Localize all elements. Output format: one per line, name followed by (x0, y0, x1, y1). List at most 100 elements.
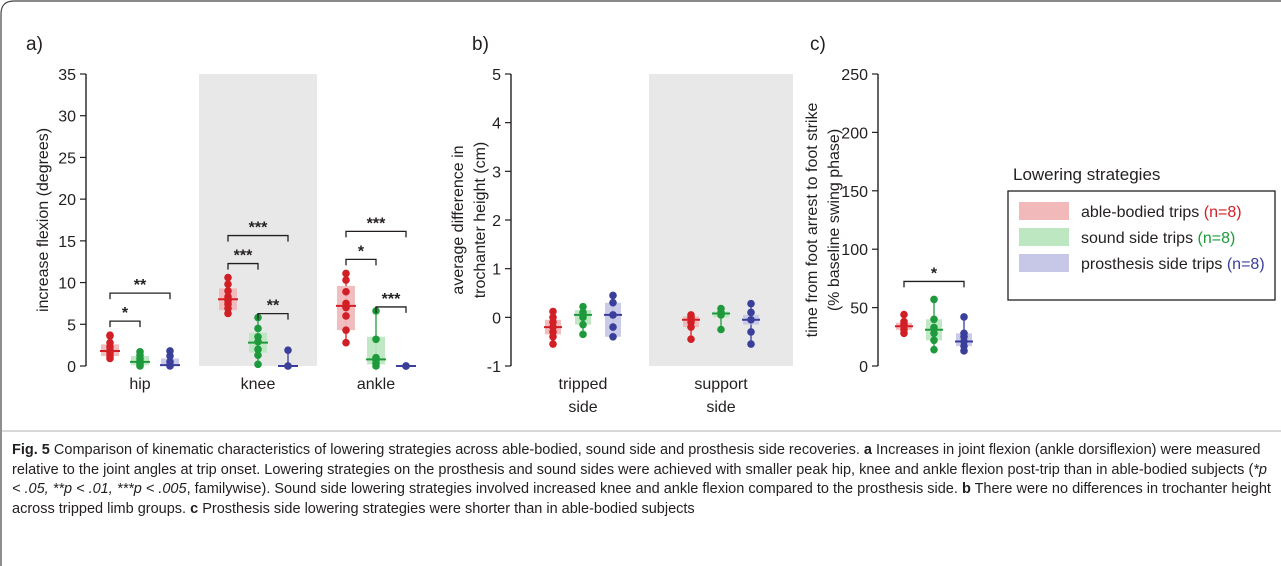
y-axis-label: time from foot arrest to foot strike (804, 103, 821, 338)
data-point (549, 307, 557, 316)
caption-intro: Comparison of kinematic characteristics … (49, 442, 864, 458)
data-point (254, 351, 262, 359)
data-point (342, 326, 350, 334)
y-tick-label: 25 (58, 150, 76, 167)
legend-title: Lowering strategies (1013, 165, 1160, 184)
data-point (106, 331, 114, 339)
y-tick-label: 200 (841, 125, 868, 142)
data-point (687, 335, 695, 344)
legend-swatch-able (1019, 202, 1069, 220)
data-point (549, 313, 557, 322)
significance-label: ** (267, 298, 280, 315)
significance-bracket (109, 320, 141, 328)
data-point (254, 333, 262, 341)
data-point (747, 340, 755, 348)
data-point (930, 295, 938, 304)
significance-bracket (375, 306, 407, 313)
data-point (747, 299, 755, 308)
y-axis-label-2: trochanter height (cm) (472, 142, 489, 299)
legend-label-sound: sound side trips (n=8) (1081, 230, 1235, 247)
significance-label: * (122, 305, 129, 322)
data-point (579, 330, 587, 339)
data-point (166, 358, 174, 366)
panel-label: a) (26, 34, 43, 55)
caption-b-text: There were no differences in trochanter … (12, 481, 1271, 517)
legend-n-able: (n=8) (1204, 204, 1242, 221)
data-point (687, 311, 695, 319)
data-point (166, 347, 174, 355)
data-point (342, 269, 350, 278)
y-tick-label: 3 (492, 164, 501, 181)
legend-swatch-prosthesis (1019, 254, 1069, 272)
significance-bracket (109, 292, 171, 300)
caption-b-label: b (961, 481, 971, 497)
data-point (106, 338, 114, 347)
y-tick-label: 100 (841, 242, 868, 259)
charts-layer: 0 5 10 15 20 25 30 35 a) increase flexion (degree… (26, 34, 1276, 416)
significance-label: *** (382, 291, 401, 308)
data-point (254, 360, 262, 369)
y-tick-label: 0 (67, 359, 76, 376)
category-label-2: side (706, 399, 735, 416)
y-tick-label: 250 (841, 67, 868, 84)
y-tick-label: 30 (58, 109, 76, 126)
data-point (136, 348, 144, 356)
caption-c-label: c (190, 500, 199, 517)
data-point (609, 291, 617, 300)
data-point (372, 335, 380, 344)
iqr-box (605, 302, 621, 337)
y-tick-label: 50 (850, 301, 868, 318)
significance-label: * (358, 243, 365, 260)
y-tick-label: 20 (58, 192, 76, 209)
y-tick-label: 2 (492, 213, 501, 230)
y-tick-label: 5 (492, 67, 501, 84)
data-point (747, 308, 755, 317)
data-point (609, 333, 617, 341)
figure-caption: Fig. 5 Comparison of kinematic character… (12, 441, 1274, 519)
significance-label: * (931, 265, 938, 282)
significance-label: *** (249, 220, 268, 237)
caption-p3: ***p < .005 (116, 481, 187, 497)
significance-label: *** (234, 248, 253, 265)
legend-box (1007, 190, 1276, 301)
caption-c-text: Prosthesis side lowering strategies were… (198, 500, 695, 517)
y-tick-label: 1 (492, 262, 501, 279)
y-axis-label: increase flexion (degrees) (35, 128, 52, 312)
data-point (342, 287, 350, 296)
data-point (930, 329, 938, 338)
iqr-box (367, 336, 385, 365)
data-point (960, 313, 968, 321)
y-tick-label: -1 (487, 359, 501, 376)
caption-fig-label: Fig. 5 (12, 442, 50, 458)
significance-bracket (345, 230, 407, 238)
data-point (930, 336, 938, 345)
category-label: ankle (357, 376, 395, 393)
data-point (224, 273, 232, 282)
category-label: hip (129, 376, 150, 393)
data-point (609, 323, 617, 331)
y-tick-label: 15 (58, 234, 76, 251)
category-label: knee (241, 376, 276, 393)
panel-label: b) (472, 34, 489, 55)
significance-label: ** (134, 277, 147, 294)
data-point (254, 324, 262, 333)
data-point (609, 298, 617, 307)
data-point (284, 346, 292, 354)
data-point (717, 325, 725, 334)
data-point (549, 340, 557, 348)
caption-a-text-2: , familywise). Sound side lowering strat… (186, 481, 962, 497)
y-tick-label: 35 (58, 67, 76, 84)
legend-n-sound: (n=8) (1198, 230, 1236, 247)
data-point (224, 287, 232, 295)
significance-bracket (227, 234, 289, 242)
data-point (579, 302, 587, 311)
data-point (254, 345, 262, 354)
data-point (747, 328, 755, 336)
caption-p1: *p < .05, (12, 461, 1267, 498)
data-point (960, 329, 968, 338)
data-point (900, 310, 908, 319)
y-tick-label: 10 (58, 276, 76, 293)
data-point (342, 338, 350, 347)
significance-bracket (257, 312, 289, 320)
